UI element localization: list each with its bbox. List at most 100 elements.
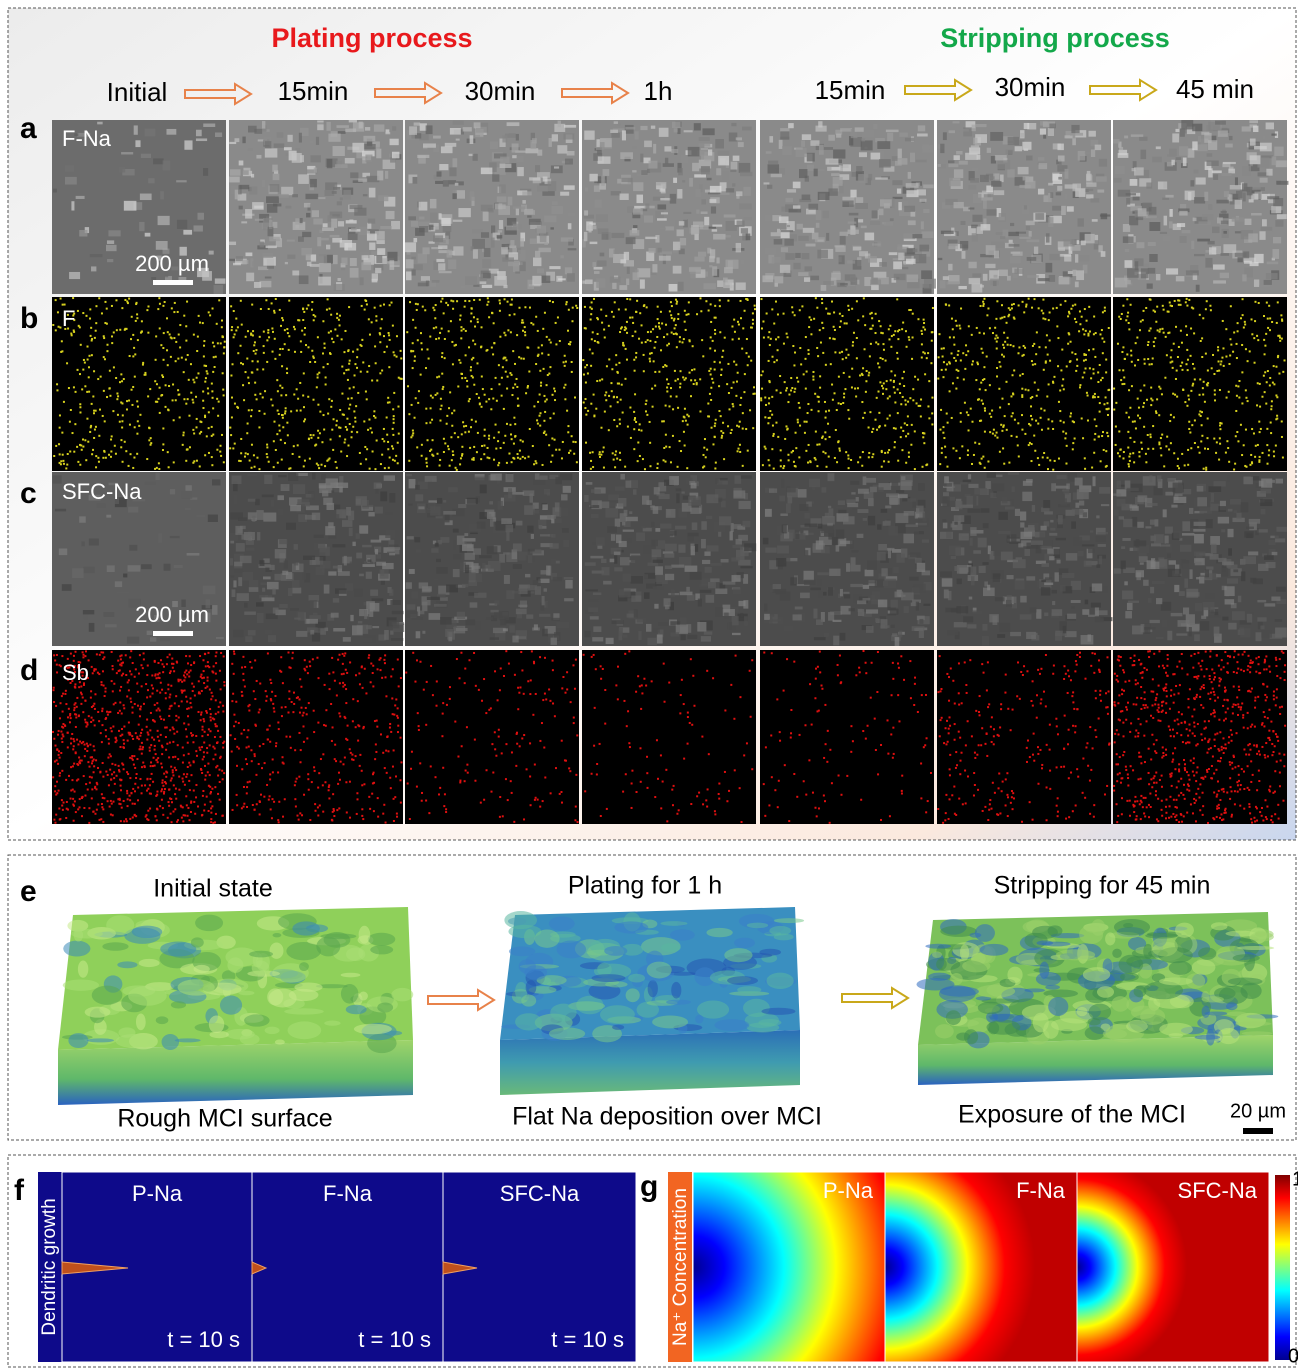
dot [1280,314,1282,316]
dot [258,426,260,428]
dot [856,300,858,302]
dot [1072,448,1074,450]
dot [715,317,717,319]
grain [481,205,493,211]
grain [641,170,647,175]
dot [406,331,408,333]
dot [271,302,273,304]
grain [537,268,544,273]
dot [1119,455,1121,457]
dot [967,414,969,416]
dot [1268,454,1270,456]
dot [1123,451,1125,453]
dot [371,379,373,381]
dot [738,448,740,450]
dot [366,303,368,305]
grain [230,575,234,577]
dot [599,456,601,458]
grain [203,586,216,595]
dot [630,437,632,439]
dot [1189,431,1191,433]
grain [1091,198,1100,202]
grain [53,475,62,483]
dot [645,410,647,412]
dot [1008,314,1010,316]
dot [864,412,866,414]
dot [1205,353,1207,355]
grain [284,561,288,569]
grain [702,128,714,135]
dot [468,346,470,348]
dot [1230,344,1232,346]
grain [831,173,840,176]
dot [272,331,274,333]
dot [618,362,620,364]
dot [1031,307,1033,309]
dot [672,408,674,410]
dot [1185,325,1187,327]
dot [117,414,119,416]
grain [1049,275,1055,282]
dot [637,441,639,443]
grain [385,512,393,516]
grain [508,197,513,206]
dot [640,430,642,432]
dot [109,387,111,389]
grain [256,510,263,520]
grain [963,127,972,136]
dot [649,421,651,423]
dot [433,327,435,329]
dot [79,411,81,413]
dot [552,301,554,303]
grain [981,197,993,200]
grain [345,128,356,132]
grain [766,151,772,154]
dot [245,452,247,454]
dot [159,387,161,389]
dot [1102,352,1104,354]
dot [285,407,287,409]
dot [861,401,863,403]
grain [541,276,550,283]
dot [679,341,681,343]
grain [544,216,556,223]
dot [914,468,916,470]
grain [1027,257,1037,261]
dot [1025,389,1027,391]
grain [450,128,461,135]
grain [260,582,268,585]
grain [90,254,103,257]
grain [626,237,636,244]
grain [89,623,95,632]
dot [325,383,327,385]
dot [504,298,506,300]
grain [453,121,464,125]
dot [831,301,833,303]
grain [405,242,416,252]
dot [582,359,584,361]
dot [1186,363,1188,365]
dot [280,325,282,327]
dot [76,446,78,448]
dot [817,355,819,357]
dot [213,356,215,358]
grain [808,204,818,210]
grain [392,126,396,130]
dot [771,308,773,310]
dot [635,311,637,313]
dot [1100,460,1102,462]
grain [295,224,299,228]
grain [106,245,117,251]
dot [58,326,60,328]
dot [296,388,298,390]
grain [422,247,429,254]
dot [134,376,136,378]
grain [864,277,871,286]
dot [168,385,170,387]
grain [1185,191,1195,200]
dot [111,435,113,437]
dot [1041,310,1043,312]
dot [852,345,854,347]
dot [633,428,635,430]
grain [522,191,531,195]
